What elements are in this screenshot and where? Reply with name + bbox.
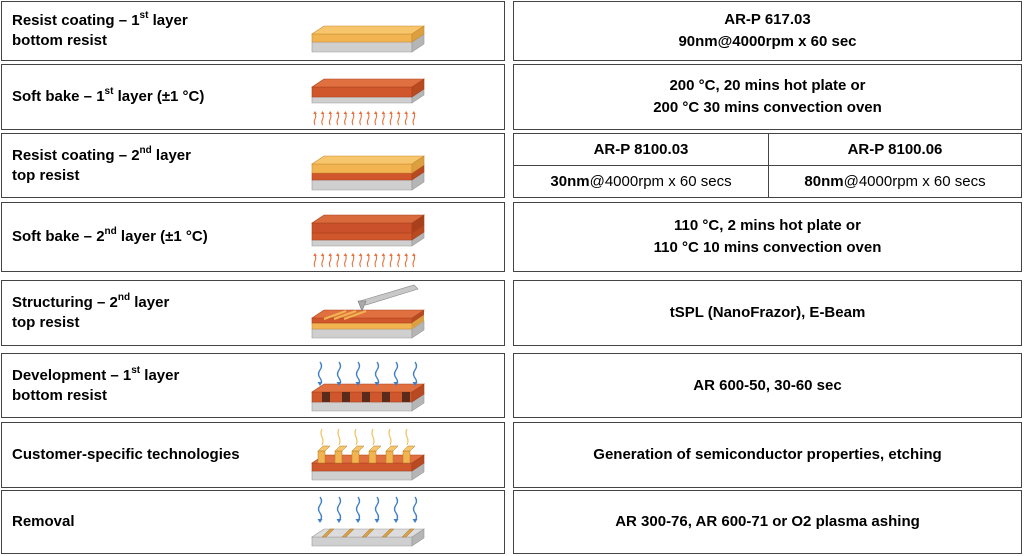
heat-arrow-icon — [351, 253, 355, 268]
resist-option-1-header: AR-P 8100.03 — [514, 134, 769, 166]
step-label: Development – 1st layer bottom resist — [12, 364, 180, 404]
heat-arrow-icon — [320, 111, 325, 126]
solvent-arrow-icon — [412, 361, 418, 386]
heat-arrow-icon — [412, 111, 416, 126]
solvent-arrow-icon — [336, 496, 342, 523]
structuring-tip-illustration — [311, 284, 425, 339]
resist-option-1-spin: 30nm @4000rpm x 60 secs — [514, 166, 769, 197]
development-illustration — [311, 361, 425, 412]
step-row-3: Resist coating – 2nd layer top resist — [1, 133, 505, 198]
step-label: Soft bake – 2nd layer (±1 °C) — [12, 226, 208, 246]
solvent-arrow-icon — [393, 361, 399, 386]
customer-technology-illustration — [311, 428, 425, 481]
heat-arrow-icon — [351, 111, 355, 126]
solvent-arrow-icon — [412, 496, 418, 523]
step-label: Removal — [12, 513, 75, 530]
bottom-resist-coating-illustration — [311, 25, 425, 53]
step-row-7: Customer-specific technologies — [1, 422, 505, 488]
heat-arrow-icon — [336, 111, 340, 126]
step-row-1: Resist coating – 1st layer bottom resist — [1, 1, 505, 61]
step-label: Soft bake – 1st layer (±1 °C) — [12, 86, 205, 106]
step-row-5: Structuring – 2nd layer top resist — [1, 280, 505, 346]
heat-arrow-icon — [412, 253, 416, 268]
top-resist-coating-illustration — [311, 155, 425, 191]
heat-arrow-icon — [374, 253, 378, 268]
heat-arrow-icon — [343, 253, 348, 268]
heat-arrow-icon — [358, 111, 363, 126]
heat-arrow-icon — [404, 253, 408, 268]
solvent-arrow-icon — [336, 361, 342, 386]
solvent-arrow-icon — [393, 496, 399, 523]
resist-option-2-spin: 80nm @4000rpm x 60 secs — [804, 173, 986, 190]
step-6-parameters: AR 600-50, 30-60 sec — [513, 353, 1022, 418]
spin-parameters: 90nm@4000rpm x 60 sec — [678, 33, 857, 50]
heat-arrow-icon — [358, 253, 363, 268]
heat-arrow-icon — [336, 253, 340, 268]
step-row-8: Removal — [1, 490, 505, 554]
heat-arrow-icon — [389, 253, 393, 268]
soft-bake-heat-illustration — [311, 78, 425, 126]
solvent-arrow-icon — [374, 496, 380, 523]
step-row-2: Soft bake – 1st layer (±1 °C) — [1, 64, 505, 130]
heat-arrow-icon — [366, 253, 370, 268]
step-row-6: Development – 1st layer bottom resist — [1, 353, 505, 418]
step-3-parameters-table: AR-P 8100.03 AR-P 8100.06 30nm @4000rpm x… — [513, 133, 1022, 198]
heat-arrow-icon — [320, 253, 325, 268]
step-label: Resist coating – 1st layer bottom resist — [12, 10, 188, 50]
solvent-arrow-icon — [355, 361, 361, 386]
heat-arrow-icon — [381, 111, 386, 126]
solvent-arrow-icon — [317, 496, 323, 523]
heat-arrow-icon — [328, 253, 332, 268]
heat-arrow-icon — [313, 111, 317, 126]
soft-bake-heat-illustration — [311, 214, 425, 268]
step-label: Customer-specific technologies — [12, 446, 240, 463]
heat-arrow-icon — [404, 111, 408, 126]
heat-arrow-icon — [396, 111, 401, 126]
step-2-parameters: 200 °C, 20 mins hot plate or 200 °C 30 m… — [513, 64, 1022, 130]
resist-product: AR-P 617.03 — [724, 11, 811, 28]
step-label: Structuring – 2nd layer top resist — [12, 292, 170, 332]
heat-arrow-icon — [343, 111, 348, 126]
removal-illustration — [311, 496, 425, 547]
solvent-arrow-icon — [317, 361, 323, 386]
resist-option-2-header: AR-P 8100.06 — [769, 134, 1021, 166]
heat-arrow-icon — [381, 253, 386, 268]
step-7-parameters: Generation of semiconductor properties, … — [513, 422, 1022, 488]
heat-arrow-icon — [396, 253, 401, 268]
solvent-arrow-icon — [355, 496, 361, 523]
step-8-parameters: AR 300-76, AR 600-71 or O2 plasma ashing — [513, 490, 1022, 554]
heat-arrow-icon — [389, 111, 393, 126]
solvent-arrow-icon — [374, 361, 380, 386]
heat-arrow-icon — [313, 253, 317, 268]
heat-arrow-icon — [366, 111, 370, 126]
step-1-parameters: AR-P 617.03 90nm@4000rpm x 60 sec — [513, 1, 1022, 61]
heat-arrow-icon — [328, 111, 332, 126]
heat-arrow-icon — [374, 111, 378, 126]
step-row-4: Soft bake – 2nd layer (±1 °C) — [1, 202, 505, 272]
step-5-parameters: tSPL (NanoFrazor), E-Beam — [513, 280, 1022, 346]
step-4-parameters: 110 °C, 2 mins hot plate or 110 °C 10 mi… — [513, 202, 1022, 272]
step-label: Resist coating – 2nd layer top resist — [12, 144, 191, 184]
